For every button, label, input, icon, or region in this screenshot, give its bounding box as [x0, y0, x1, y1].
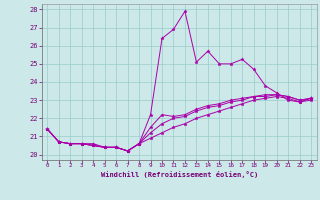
X-axis label: Windchill (Refroidissement éolien,°C): Windchill (Refroidissement éolien,°C) — [100, 171, 258, 178]
